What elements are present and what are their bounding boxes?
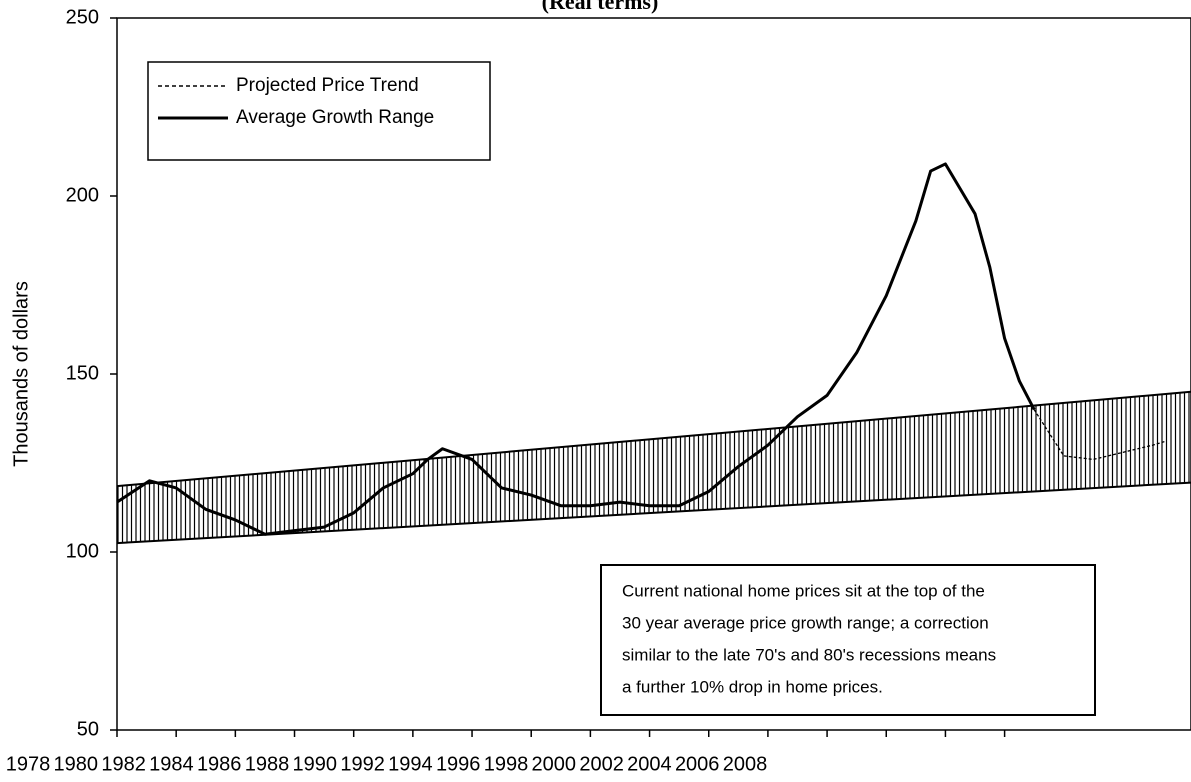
annotation-line: 30 year average price growth range; a co… xyxy=(622,613,989,632)
annotation-line: Current national home prices sit at the … xyxy=(622,581,985,600)
growth-band xyxy=(117,391,1191,544)
x-tick-label: 1992 xyxy=(340,753,385,775)
x-tick-label: 2008 xyxy=(723,753,768,775)
x-tick-label: 1996 xyxy=(436,753,481,775)
band-edge xyxy=(116,481,1191,545)
x-tick-label: 1980 xyxy=(54,753,99,775)
x-tick-label: 1990 xyxy=(293,753,338,775)
chart-title: (Real terms) xyxy=(542,0,659,14)
y-axis-label: Thousands of dollars xyxy=(10,281,32,467)
price-line xyxy=(116,162,1036,536)
y-tick-label: 50 xyxy=(77,718,99,740)
y-tick-label: 150 xyxy=(66,362,99,384)
annotation-box xyxy=(600,564,1096,716)
legend-label: Average Growth Range xyxy=(236,107,434,128)
x-tick-label: 1988 xyxy=(245,753,290,775)
legend xyxy=(147,61,491,161)
x-tick-label: 2000 xyxy=(532,753,577,775)
x-tick-label: 1986 xyxy=(197,753,242,775)
x-tick-label: 2004 xyxy=(627,753,672,775)
x-tick-label: 1984 xyxy=(149,753,194,775)
annotation: Current national home prices sit at the … xyxy=(622,581,996,696)
x-tick-label: 1994 xyxy=(388,753,433,775)
y-tick-label: 200 xyxy=(66,184,99,206)
band-edge xyxy=(116,390,1191,488)
y-tick-label: 250 xyxy=(66,6,99,28)
annotation-line: a further 10% drop in home prices. xyxy=(622,677,883,696)
x-tick-label: 1978 xyxy=(6,753,51,775)
annotation-line: similar to the late 70's and 80's recess… xyxy=(622,645,996,664)
x-tick-label: 1998 xyxy=(484,753,529,775)
x-tick-label: 2002 xyxy=(579,753,624,775)
legend-label: Projected Price Trend xyxy=(236,75,419,96)
projected-line xyxy=(1033,409,1165,461)
x-tick-label: 2006 xyxy=(675,753,720,775)
y-tick-label: 100 xyxy=(66,540,99,562)
x-tick-label: 1982 xyxy=(101,753,146,775)
